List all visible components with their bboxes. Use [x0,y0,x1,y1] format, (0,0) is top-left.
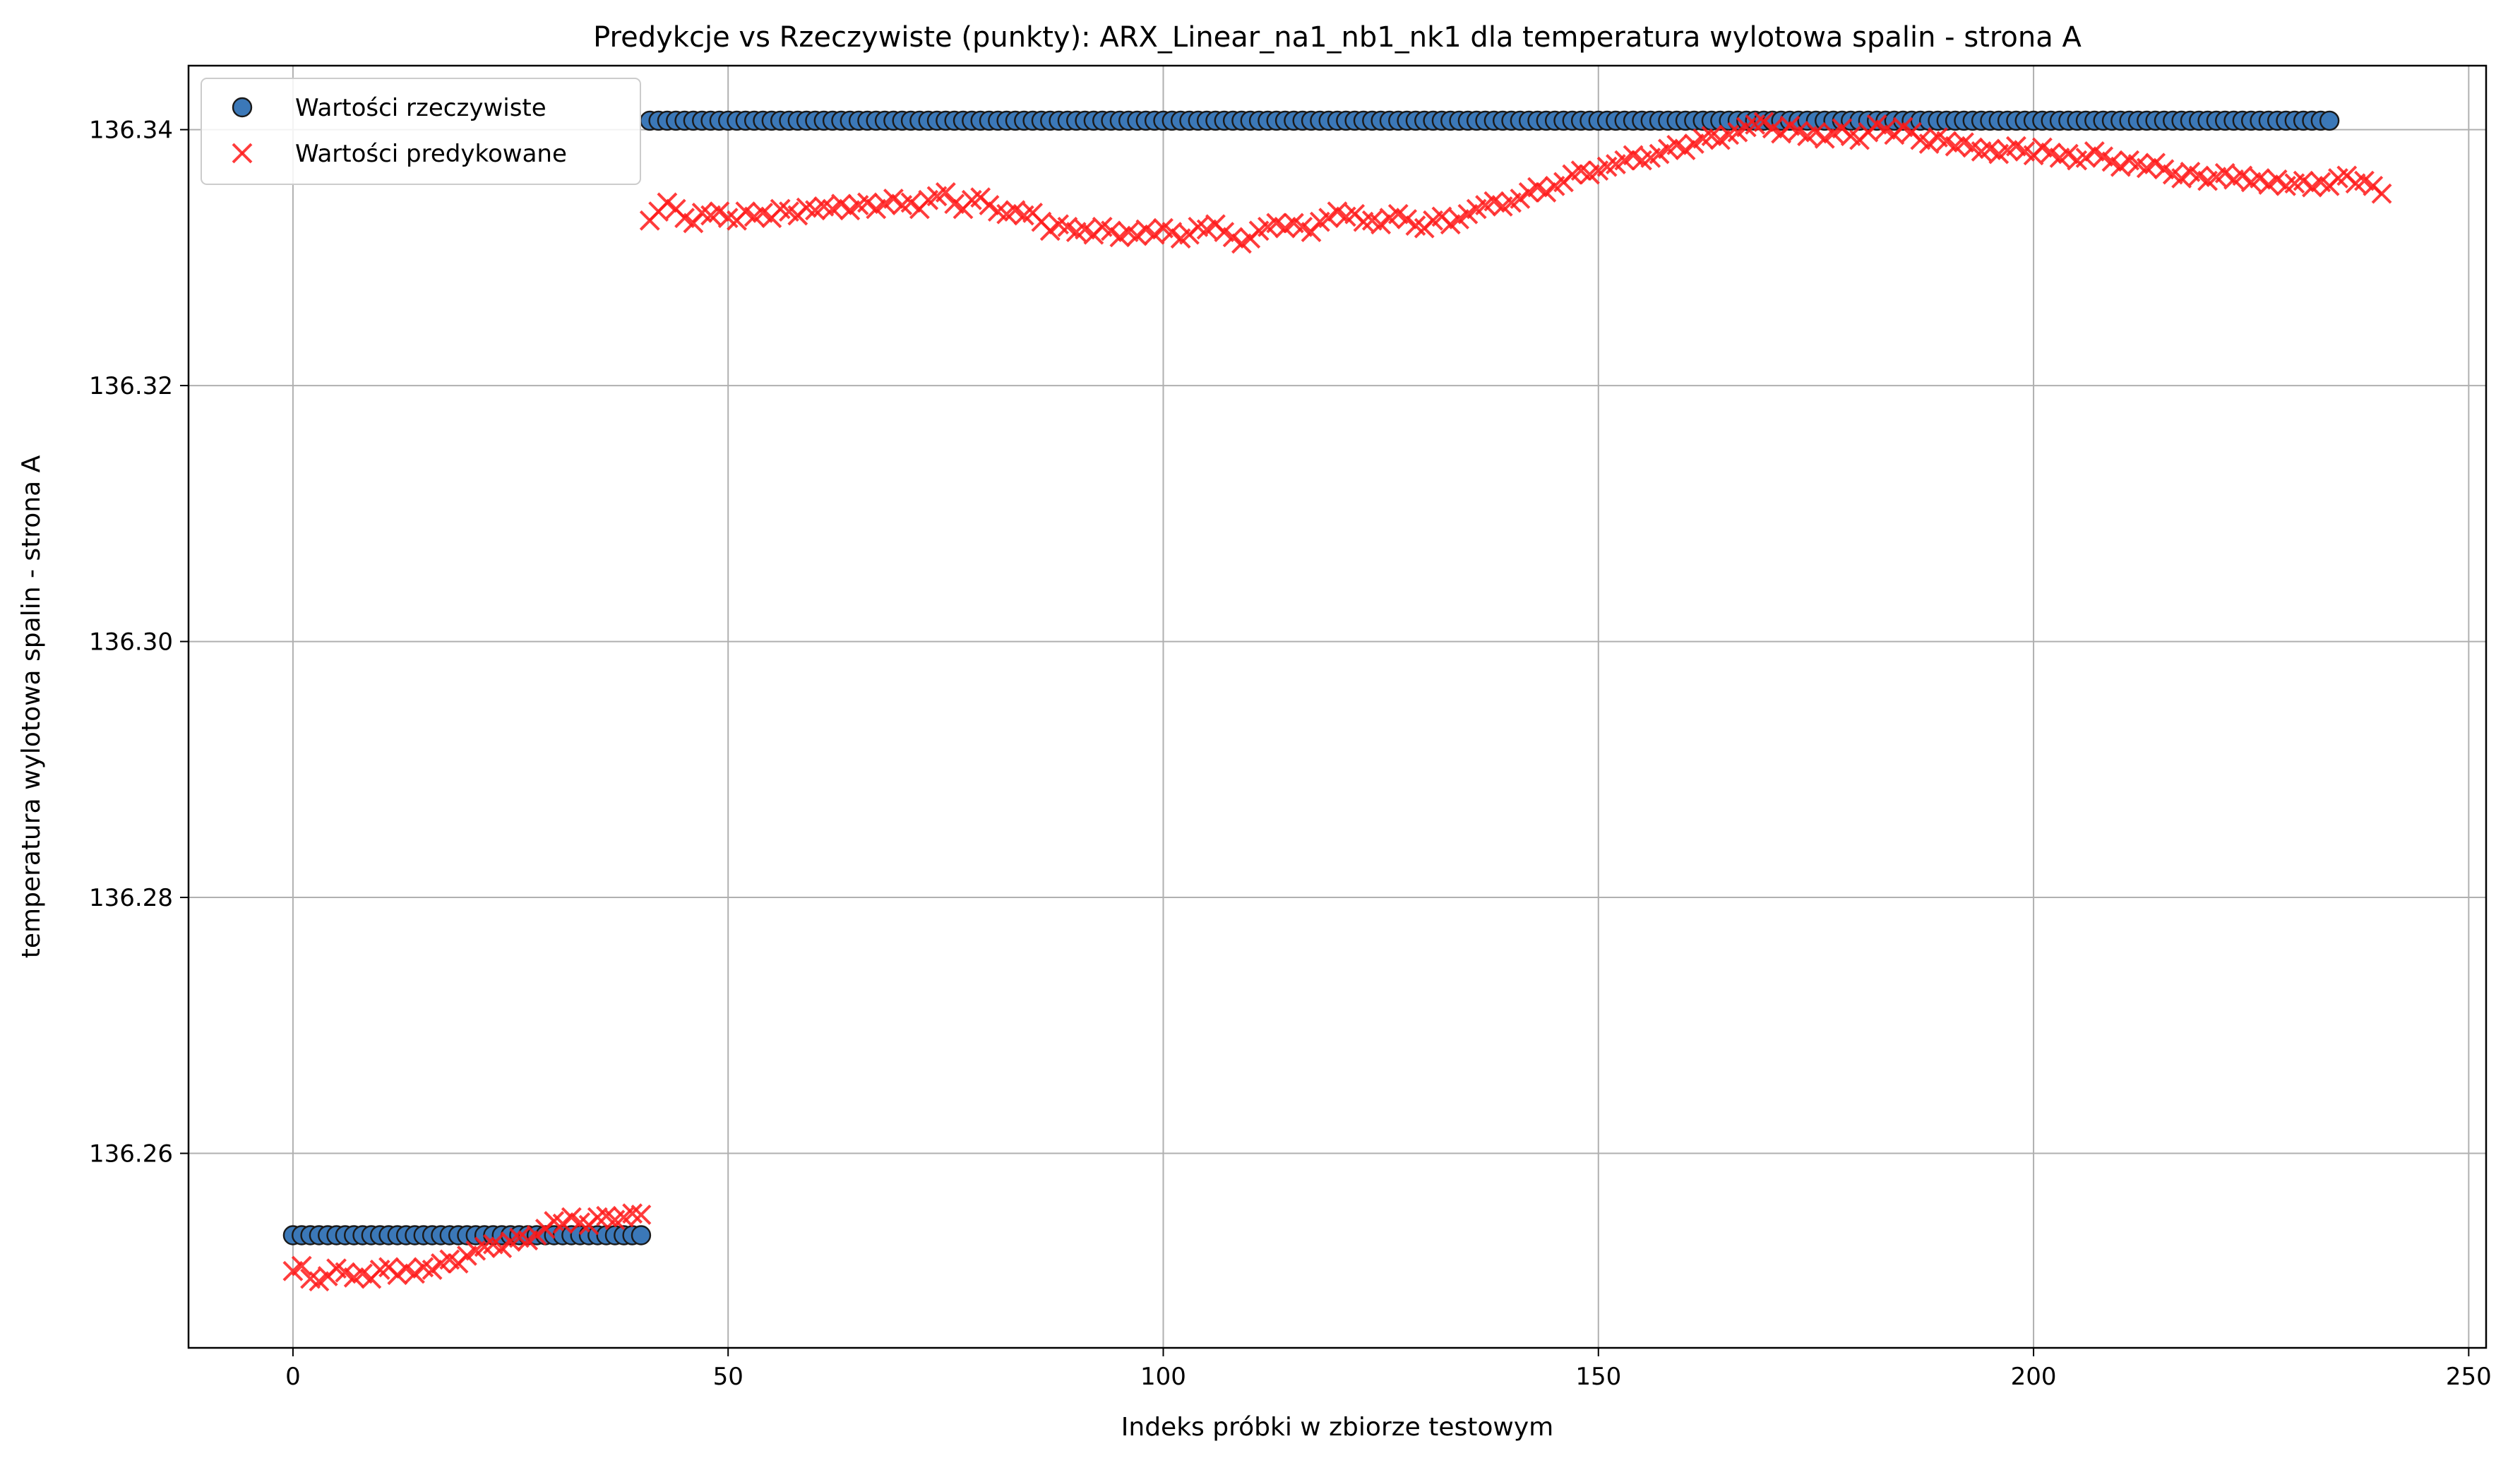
y-tick-label: 136.30 [89,628,173,657]
data-point-predicted [1371,214,1392,235]
data-point-predicted [631,1205,652,1225]
legend: Wartości rzeczywiste Wartości predykowan… [201,78,641,185]
y-axis: 136.26 136.28 136.30 136.32 136.34 [89,116,189,1169]
data-point-predicted [657,192,678,213]
data-point-predicted [2075,148,2096,168]
series-predicted [282,112,2392,1292]
data-point-predicted [405,1263,425,1284]
data-point-predicted [2171,168,2192,189]
data-point-predicted [856,192,878,213]
x-tick-label: 50 [713,1363,744,1391]
x-axis-label: Indeks próbki w zbiorze testowym [1121,1413,1553,1442]
data-point-predicted [2293,170,2314,191]
data-point-predicted [883,189,904,209]
legend-label-actual: Wartości rzeczywiste [295,94,547,122]
x-tick-label: 150 [1575,1363,1621,1391]
data-point-predicted [1101,220,1121,241]
data-point-predicted [709,201,730,222]
data-point-predicted [587,1207,608,1228]
data-point-predicted [387,1265,408,1286]
data-point-predicted [491,1238,513,1259]
y-tick-label: 136.32 [89,372,173,400]
plot-frame [187,64,2488,1349]
series-actual [282,110,2340,1245]
x-tick-label: 250 [2446,1363,2492,1391]
data-point-predicted [2145,153,2166,174]
y-tick-label: 136.34 [89,116,173,145]
legend-marker-actual [232,97,253,118]
data-point-predicted [935,182,956,203]
data-point-predicted [1222,227,1243,248]
data-point-predicted [1162,222,1183,243]
data-point-predicted [2371,183,2392,204]
data-point-predicted [900,192,921,213]
data-point-predicted [2058,143,2079,165]
data-point-actual [2319,110,2340,131]
data-point-predicted [1127,225,1147,246]
data-point-predicted [2267,169,2288,190]
legend-marker-predicted [232,143,253,164]
data-point-predicted [1318,208,1339,229]
data-point-actual [631,1225,652,1245]
data-point-predicted [2250,168,2270,189]
data-point-predicted [1510,189,1531,209]
data-point-predicted [552,1213,573,1234]
data-point-predicted [2232,165,2253,186]
data-point-predicted [622,1203,643,1224]
legend-box [201,78,641,185]
data-point-predicted [422,1260,443,1280]
y-tick-label: 136.28 [89,884,173,912]
data-point-predicted [526,1225,547,1245]
legend-label-predicted: Wartości predykowane [295,140,567,168]
chart-title: Predykcje vs Rzeczywiste (punkty): ARX_L… [593,21,2082,54]
data-point-predicted [291,1255,312,1277]
data-point-predicted [1918,133,1940,154]
data-point-predicted [1675,140,1696,161]
data-point-predicted [1536,182,1557,203]
x-tick-label: 0 [285,1363,301,1391]
x-tick-label: 200 [2011,1363,2057,1391]
y-tick-label: 136.26 [89,1140,173,1169]
data-point-predicted [1144,224,1165,245]
data-point-predicted [1353,211,1374,232]
x-tick-label: 100 [1140,1363,1186,1391]
data-point-predicted [979,195,1000,215]
data-point-predicted [1805,121,1827,143]
data-point-predicted [1753,112,1774,133]
y-axis-label: temperatura wylotowa spalin - strona A [17,455,46,958]
data-point-predicted [831,193,852,215]
data-point-predicted [2214,162,2235,184]
data-point-predicted [2110,156,2131,177]
data-point-predicted [1397,209,1418,229]
x-axis: 0 50 100 150 200 250 [285,1348,2492,1391]
data-point-predicted [1039,220,1061,241]
